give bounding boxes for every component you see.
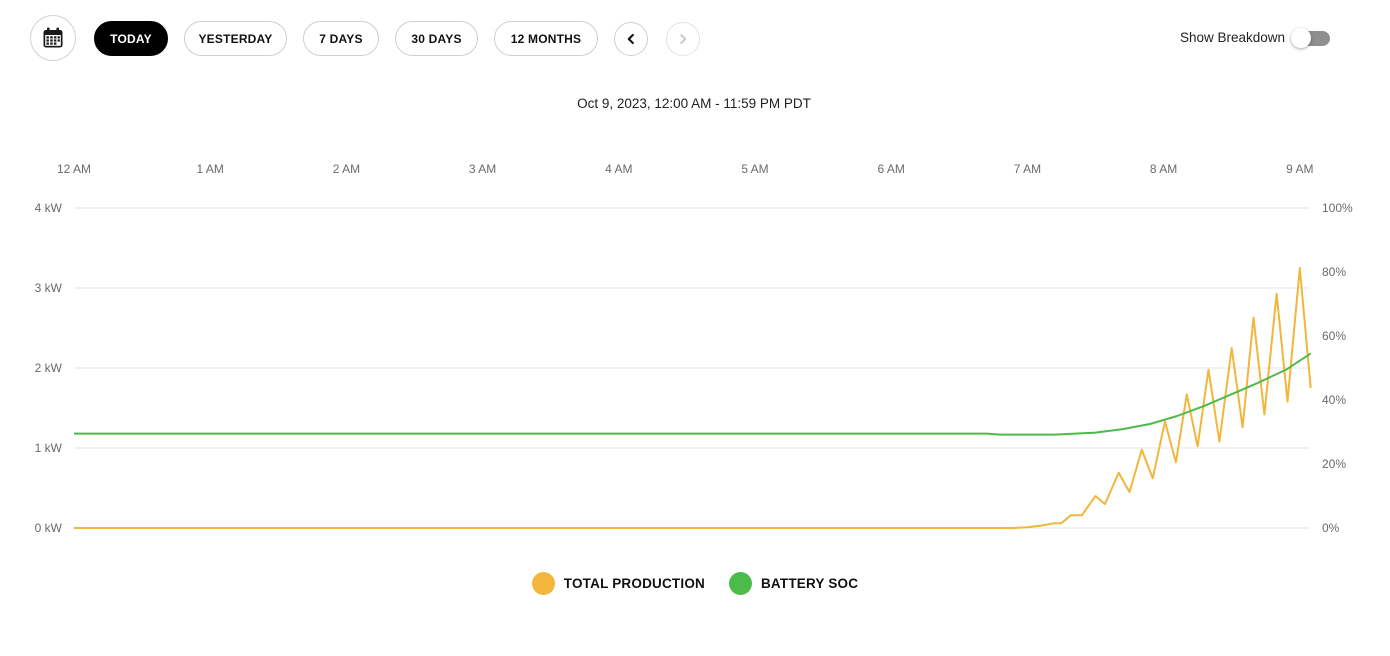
y-right-tick-label: 0% xyxy=(1322,521,1340,535)
date-range-label: Oct 9, 2023, 12:00 AM - 11:59 PM PDT xyxy=(577,96,811,111)
y-right-tick-label: 40% xyxy=(1322,393,1346,407)
calendar-icon xyxy=(43,27,63,48)
range-button-12-months[interactable]: 12 MONTHS xyxy=(494,21,598,56)
toolbar: TODAY YESTERDAY 7 DAYS 30 DAYS 12 MONTHS… xyxy=(0,0,1390,80)
legend-label-total-production: TOTAL PRODUCTION xyxy=(563,575,705,591)
show-breakdown-toggle[interactable] xyxy=(1291,28,1330,48)
x-tick-label: 12 AM xyxy=(57,162,91,176)
show-breakdown-label: Show Breakdown xyxy=(1180,30,1286,45)
y-axis-left-ticks: 0 kW 1 kW 2 kW 3 kW 4 kW xyxy=(35,201,63,535)
chevron-right-icon xyxy=(680,34,687,44)
y-left-tick-label: 3 kW xyxy=(35,281,63,295)
range-button-today[interactable]: TODAY xyxy=(94,21,168,56)
y-left-tick-label: 2 kW xyxy=(35,361,63,375)
energy-chart: 12 AM 1 AM 2 AM 3 AM 4 AM 5 AM 6 AM 7 AM 8 AM 9 A… xyxy=(35,162,1353,535)
range-button-7-days[interactable]: 7 DAYS xyxy=(303,21,379,56)
x-tick-label: 6 AM xyxy=(878,162,905,176)
legend-marker-battery-soc xyxy=(728,571,752,595)
series-line-total-production xyxy=(74,267,1312,529)
legend-item-total-production[interactable]: TOTAL PRODUCTION xyxy=(531,571,705,595)
previous-button[interactable] xyxy=(614,22,648,56)
x-tick-label: 9 AM xyxy=(1286,162,1313,176)
y-left-tick-label: 0 kW xyxy=(35,521,63,535)
y-right-tick-label: 20% xyxy=(1322,457,1346,471)
chart-legend: TOTAL PRODUCTION BATTERY SOC xyxy=(0,570,1390,596)
x-tick-label: 8 AM xyxy=(1150,162,1177,176)
y-left-tick-label: 4 kW xyxy=(35,201,63,215)
y-left-tick-label: 1 kW xyxy=(35,441,63,455)
legend-marker-total-production xyxy=(531,571,555,595)
x-axis-ticks: 12 AM 1 AM 2 AM 3 AM 4 AM 5 AM 6 AM 7 AM 8 AM 9 A… xyxy=(57,162,1313,176)
next-button[interactable] xyxy=(666,22,700,56)
calendar-button[interactable] xyxy=(30,15,76,61)
chart-grid xyxy=(74,207,1310,529)
legend-label-battery-soc: BATTERY SOC xyxy=(760,575,859,591)
x-tick-label: 2 AM xyxy=(333,162,360,176)
x-tick-label: 3 AM xyxy=(469,162,496,176)
x-tick-label: 7 AM xyxy=(1014,162,1041,176)
legend-item-battery-soc[interactable]: BATTERY SOC xyxy=(728,571,859,595)
y-right-tick-label: 80% xyxy=(1322,265,1346,279)
y-right-tick-label: 60% xyxy=(1322,329,1346,343)
chevron-left-icon xyxy=(627,33,634,45)
toggle-knob xyxy=(1291,28,1311,48)
range-button-yesterday[interactable]: YESTERDAY xyxy=(184,21,287,56)
x-tick-label: 5 AM xyxy=(741,162,768,176)
series-line-battery-soc xyxy=(74,352,1312,436)
x-tick-label: 4 AM xyxy=(605,162,632,176)
y-axis-right-ticks: 0% 20% 40% 60% 80% 100% xyxy=(1322,201,1353,535)
range-button-30-days[interactable]: 30 DAYS xyxy=(395,21,478,56)
y-right-tick-label: 100% xyxy=(1322,201,1353,215)
x-tick-label: 1 AM xyxy=(197,162,224,176)
